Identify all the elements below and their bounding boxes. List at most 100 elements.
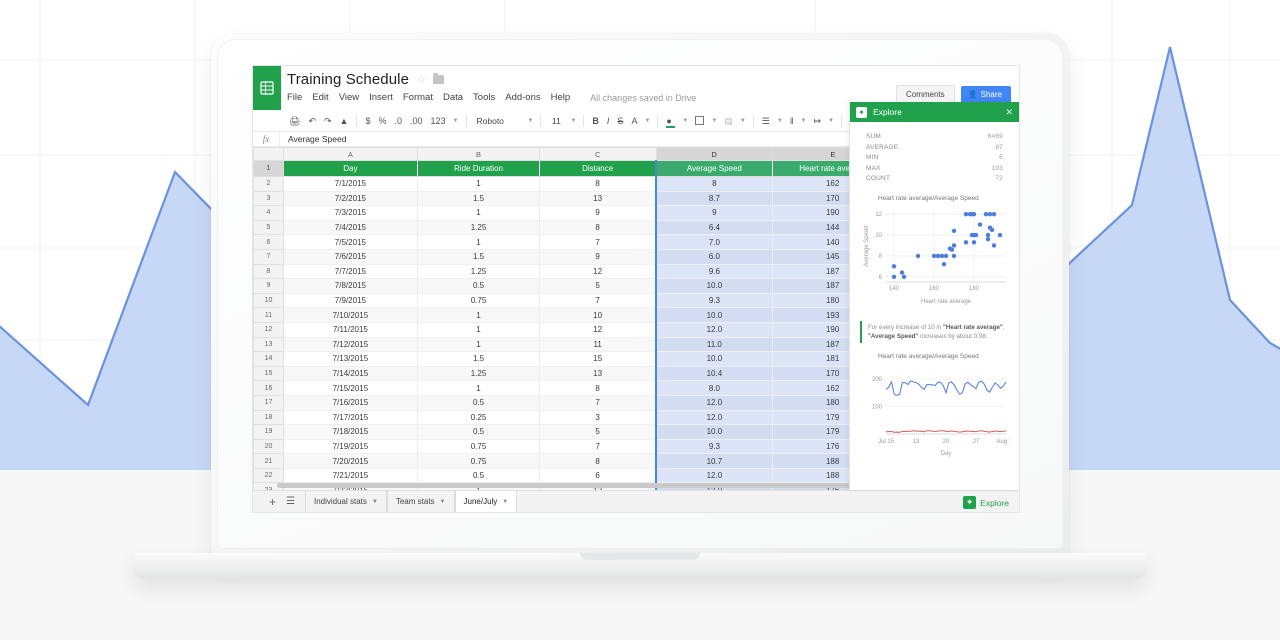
chevron-down-icon[interactable]: ▼	[527, 118, 534, 124]
print-icon[interactable]: 🖨	[289, 115, 301, 126]
row-header[interactable]: 17	[253, 394, 284, 411]
row-header[interactable]: 22	[253, 467, 284, 484]
cell-average-speed[interactable]: 10.0	[654, 278, 773, 294]
chevron-down-icon[interactable]: ▼	[739, 118, 746, 124]
header-cell-average-speed[interactable]: Average Speed	[654, 160, 773, 177]
cell-distance[interactable]: 5	[539, 424, 657, 440]
line-chart-card[interactable]: Heart rate average/Average Speed 100 200 J…	[850, 343, 1019, 467]
cell-ride-duration[interactable]: 1.25	[417, 366, 541, 382]
menu-item-insert[interactable]: Insert	[369, 92, 393, 103]
cell-ride-duration[interactable]: 1.5	[417, 351, 541, 367]
number-format-button[interactable]: 123	[430, 115, 446, 126]
cell-average-speed[interactable]: 9.3	[654, 439, 773, 455]
menu-item-file[interactable]: File	[287, 92, 303, 103]
cell-distance[interactable]: 7	[539, 293, 657, 309]
chevron-down-icon[interactable]: ▼	[776, 118, 783, 124]
cell-distance[interactable]: 12	[539, 322, 657, 338]
cell-distance[interactable]: 11	[539, 337, 657, 353]
cell-day[interactable]: 7/21/2015	[283, 468, 418, 484]
cell-day[interactable]: 7/1/2015	[283, 176, 418, 192]
row-header[interactable]: 16	[253, 380, 284, 396]
select-all-corner[interactable]	[253, 147, 284, 161]
page-title[interactable]: Training Schedule	[287, 71, 410, 88]
menu-item-help[interactable]: Help	[550, 92, 571, 103]
cell-average-speed[interactable]: 7.0	[654, 234, 773, 250]
redo-icon[interactable]: ↷	[323, 115, 332, 126]
cell-average-speed[interactable]: 10.0	[654, 307, 773, 323]
row-header[interactable]: 20	[253, 438, 284, 455]
vertical-align-icon[interactable]: ‖	[789, 115, 794, 126]
chevron-down-icon[interactable]: ▼	[439, 498, 446, 505]
row-header[interactable]: 18	[253, 409, 284, 426]
cell-distance[interactable]: 8	[539, 380, 657, 396]
cell-average-speed[interactable]: 9.3	[654, 293, 773, 309]
text-color-button[interactable]: A	[631, 115, 638, 126]
row-header[interactable]: 3	[253, 190, 284, 207]
cell-day[interactable]: 7/10/2015	[283, 307, 418, 323]
row-header[interactable]: 2	[253, 176, 284, 192]
column-header-a[interactable]: A	[283, 147, 418, 161]
cell-distance[interactable]: 8	[539, 176, 657, 192]
cell-day[interactable]: 7/2/2015	[283, 191, 418, 207]
row-header[interactable]: 14	[253, 351, 284, 367]
horizontal-scrollbar[interactable]	[277, 483, 1019, 490]
cell-ride-duration[interactable]: 1	[417, 337, 541, 353]
cell-distance[interactable]: 5	[539, 278, 657, 294]
cell-average-speed[interactable]: 12.0	[654, 395, 773, 411]
cell-distance[interactable]: 8	[539, 220, 657, 236]
merge-cells-icon[interactable]: ▤	[724, 115, 733, 126]
cell-average-speed[interactable]: 8.7	[654, 191, 773, 207]
cell-ride-duration[interactable]: 0.5	[417, 395, 541, 411]
chevron-down-icon[interactable]: ▼	[644, 118, 651, 124]
cell-distance[interactable]: 13	[539, 366, 657, 382]
row-header[interactable]: 4	[253, 205, 284, 221]
row-header[interactable]: 8	[253, 263, 284, 280]
cell-average-speed[interactable]: 12.0	[654, 322, 773, 338]
row-header[interactable]: 13	[253, 336, 284, 353]
cell-average-speed[interactable]: 12.0	[654, 410, 773, 426]
cell-distance[interactable]: 8	[539, 453, 657, 469]
cell-average-speed[interactable]: 12.0	[654, 468, 773, 484]
cell-day[interactable]: 7/3/2015	[283, 205, 418, 221]
cell-distance[interactable]: 3	[539, 410, 657, 426]
cell-ride-duration[interactable]: 0.5	[417, 424, 541, 440]
undo-icon[interactable]: ↶	[308, 115, 316, 126]
text-wrap-icon[interactable]: ↦	[813, 115, 822, 126]
cell-distance[interactable]: 9	[539, 205, 657, 221]
cell-distance[interactable]: 15	[539, 351, 657, 367]
italic-button[interactable]: I	[606, 115, 610, 126]
cell-ride-duration[interactable]: 1	[417, 380, 541, 396]
column-header-b[interactable]: B	[416, 147, 541, 161]
menu-item-addons[interactable]: Add-ons	[505, 92, 541, 103]
chevron-down-icon[interactable]: ▼	[711, 118, 718, 124]
cell-day[interactable]: 7/15/2015	[283, 380, 418, 396]
add-sheet-button[interactable]: +	[269, 494, 277, 509]
cell-ride-duration[interactable]: 0.75	[417, 439, 541, 455]
scatter-chart-card[interactable]: Heart rate average/Average Speed 6 8 10 12 1…	[850, 191, 1019, 317]
row-header[interactable]: 5	[253, 219, 284, 236]
cell-day[interactable]: 7/5/2015	[283, 234, 418, 250]
increase-decimal-button[interactable]: .00	[410, 115, 423, 126]
formula-input[interactable]: Average Speed	[288, 134, 347, 144]
all-sheets-icon[interactable]: ☰	[286, 496, 295, 507]
explore-button[interactable]: ✦ Explore	[963, 496, 1009, 509]
chevron-down-icon[interactable]: ▼	[682, 118, 689, 124]
strikethrough-button[interactable]: S	[617, 115, 624, 126]
bold-button[interactable]: B	[592, 115, 599, 126]
header-cell-distance[interactable]: Distance	[539, 160, 657, 177]
row-header[interactable]: 1	[253, 160, 284, 177]
column-header-d[interactable]: D	[655, 147, 773, 161]
row-header[interactable]: 11	[253, 307, 284, 323]
cell-ride-duration[interactable]: 1	[417, 307, 541, 323]
cell-average-speed[interactable]: 10.7	[654, 453, 773, 469]
cell-distance[interactable]: 12	[539, 264, 657, 280]
cell-distance[interactable]: 13	[539, 191, 657, 207]
cell-day[interactable]: 7/11/2015	[283, 322, 418, 338]
cell-distance[interactable]: 6	[539, 468, 657, 484]
cell-day[interactable]: 7/6/2015	[283, 249, 418, 265]
fill-color-icon[interactable]: ●	[662, 116, 679, 128]
sheet-tab-team-stats[interactable]: Team stats ▼	[386, 490, 455, 512]
cell-day[interactable]: 7/7/2015	[283, 264, 418, 280]
cell-day[interactable]: 7/12/2015	[283, 337, 418, 353]
